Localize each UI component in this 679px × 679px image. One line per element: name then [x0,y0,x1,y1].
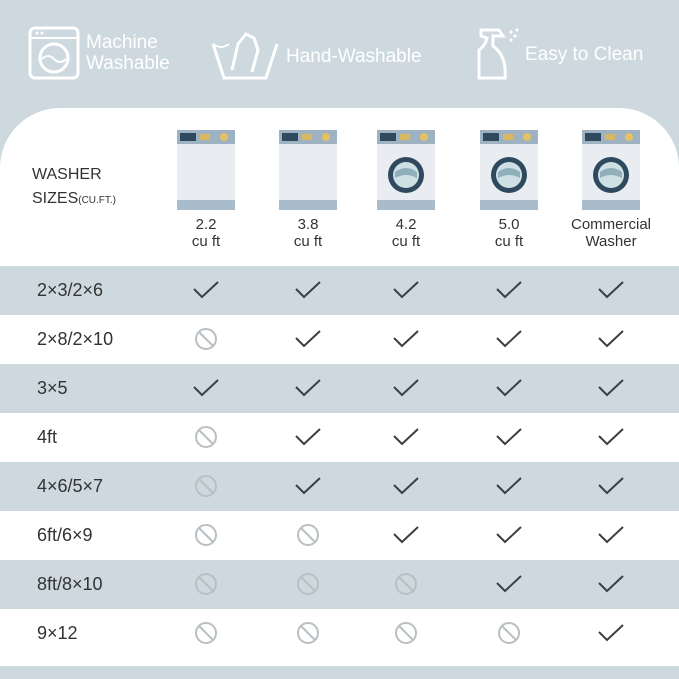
check-icon [293,275,323,305]
check-icon [494,373,524,403]
check-icon [596,373,626,403]
check-icon [494,520,524,550]
not-allowed-icon [391,618,421,648]
feature-hand-washable: Hand-Washable [210,30,422,82]
check-icon [494,275,524,305]
column-header: 4.2 cu ft [356,130,456,250]
column-header: 2.2 cu ft [156,130,256,250]
feature-label: Hand-Washable [286,45,422,67]
row-label: 9×12 [37,623,78,643]
column-unit: cu ft [494,233,524,250]
not-allowed-icon [191,569,221,599]
row-label: 4×6/5×7 [37,476,104,496]
row-label: 2×3/2×6 [37,280,104,300]
table-row: 4×6/5×7 [0,462,679,511]
check-icon [293,471,323,501]
check-icon [391,520,421,550]
check-icon [293,373,323,403]
not-allowed-icon [494,618,524,648]
table-row: 2×8/2×10 [0,315,679,364]
check-icon [191,373,221,403]
table-row: 4ft [0,413,679,462]
not-allowed-icon [191,471,221,501]
row-label: 6ft/6×9 [37,525,93,545]
column-size: 2.2 [195,216,217,233]
not-allowed-icon [391,569,421,599]
washer-sizes-header: WASHER SIZES(CU.FT.) [32,163,116,213]
feature-label: Washable [86,53,170,74]
check-icon [596,471,626,501]
check-icon [596,275,626,305]
row-label: 4ft [37,427,58,447]
feature-machine-washable: Machine Washable [28,26,170,80]
check-icon [494,422,524,452]
washing-machine-icon [28,26,80,80]
check-icon [596,618,626,648]
column-header: Commercial Washer [561,130,661,250]
table-row: 9×12 [0,609,679,658]
check-icon [293,324,323,354]
column-unit: cu ft [293,233,323,250]
check-icon [391,471,421,501]
check-icon [596,324,626,354]
column-size: 4.2 [395,216,417,233]
not-allowed-icon [191,618,221,648]
column-header: 5.0 cu ft [459,130,559,250]
table-row: 8ft/8×10 [0,560,679,609]
table-row: 2×3/2×6 [0,266,679,315]
check-icon [494,471,524,501]
column-unit: cu ft [191,233,221,250]
column-unit: cu ft [391,233,421,250]
feature-label: Machine [86,32,158,53]
check-icon [391,422,421,452]
check-icon [494,569,524,599]
check-icon [391,373,421,403]
not-allowed-icon [191,324,221,354]
check-icon [391,324,421,354]
washer-image [377,130,435,210]
check-icon [293,422,323,452]
feature-label: Easy to Clean [525,43,644,65]
row-label: 8ft/8×10 [37,574,103,594]
not-allowed-icon [191,422,221,452]
column-size: 3.8 [297,216,319,233]
washer-image [480,130,538,210]
header-label: WASHER [32,166,102,183]
check-icon [494,324,524,354]
washer-image [582,130,640,210]
column-unit: Washer [585,233,637,250]
check-icon [596,569,626,599]
check-icon [391,275,421,305]
hand-wash-basin-icon [211,32,279,80]
header-label: SIZES [32,190,79,207]
table-row: 3×5 [0,364,679,413]
check-icon [191,275,221,305]
not-allowed-icon [191,520,221,550]
not-allowed-icon [293,618,323,648]
row-label: 3×5 [37,378,68,398]
column-size: 5.0 [498,216,520,233]
not-allowed-icon [293,520,323,550]
feature-easy-to-clean: Easy to Clean [475,26,643,82]
not-allowed-icon [293,569,323,599]
spray-bottle-icon [477,28,519,80]
header-unit: (CU.FT.) [78,195,117,206]
check-icon [596,422,626,452]
row-label: 2×8/2×10 [37,329,114,349]
washer-image [279,130,337,210]
column-header: 3.8 cu ft [258,130,358,250]
column-size: Commercial [570,216,651,233]
table-row: 6ft/6×9 [0,511,679,560]
washer-image [177,130,235,210]
check-icon [596,520,626,550]
